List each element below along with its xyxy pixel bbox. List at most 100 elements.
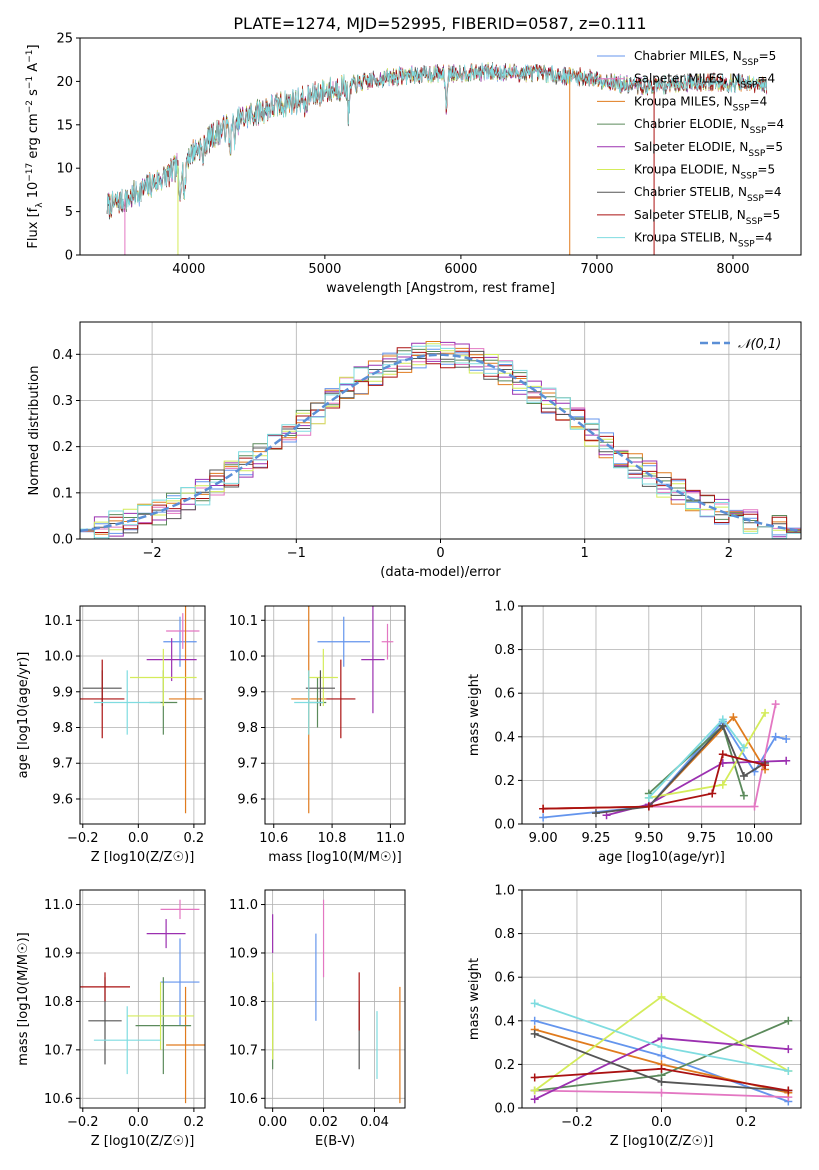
normal-reference-curve [80,353,801,533]
axes-frame [79,37,802,256]
weight-series [644,715,748,802]
x-tick-label: 10.00 [736,831,773,846]
x-tick-label: 0.02 [309,1115,338,1130]
y-tick-label: 9.6 [237,792,258,807]
y-tick-label: 20 [56,75,73,90]
y-tick-label: 9.8 [237,721,258,736]
x-tick-label: 10.6 [259,831,288,846]
y-tick-label: 10.8 [229,995,258,1010]
weight-marker [657,1088,666,1097]
errorbar-point [166,986,205,1104]
y-tick-label: 11.0 [229,898,258,913]
x-tick-label: 5000 [308,262,341,277]
y-tick-label: 0.0 [494,1102,515,1117]
y-tick-label: 0.4 [494,1014,515,1029]
weight-marker [530,999,539,1008]
y-tick-label: 0 [65,249,73,264]
errorbar-point [168,606,203,814]
y-axis-label: Flux [fλ 10−17 erg cm−2 s−1 A−1] [25,44,45,248]
legend-entry: Salpeter MILES, NSSP=4 [634,72,775,91]
errorbar-point [160,938,200,1026]
marks [80,606,203,814]
panel-age_vs_Z: −0.2 0.0 0.2 9.6 9.7 9.8 9.9 10.0 10.1 Z [log10(Z… [16,605,206,865]
weight-marker [539,804,548,813]
errorbar-point [80,659,125,739]
axes-frame [521,605,802,825]
x-tick-label: 9.00 [529,831,558,846]
x-axis-label: Z [log10(Z/Z☉)] [610,1134,714,1149]
weight-marker [718,715,727,724]
x-tick-label: 11.0 [376,831,405,846]
y-tick-label: 5 [65,205,73,220]
y-tick-label: 0.4 [494,730,515,745]
weight-marker [539,813,548,822]
weight-marker [657,1034,666,1043]
x-tick-label: 0.2 [736,1115,757,1130]
y-tick-label: 10.8 [44,995,73,1010]
x-tick-label: 0.00 [258,1115,287,1130]
weight-marker [644,802,653,811]
errorbar-point [381,623,394,660]
x-tick-label: −1 [287,546,306,561]
x-tick-label: −0.2 [561,1115,593,1130]
y-tick-label: 0.8 [494,643,515,658]
errorbar-point [294,670,324,735]
legend: 𝒩(0,1) [700,337,781,352]
y-tick-label: 10.6 [229,1092,258,1107]
y-tick-label: 0.2 [494,774,515,789]
panel-mass_vs_Z: −0.2 0.0 0.2 10.6 10.7 10.8 10.9 11.0 Z [log10(Z… [16,889,206,1149]
legend-entry: Salpeter ELODIE, NSSP=5 [634,140,783,159]
weight-marker [657,1042,666,1051]
x-tick-label: 0.0 [128,831,149,846]
y-tick-label: 0.2 [494,1058,515,1073]
y-tick-label: 10.1 [44,614,73,629]
grid [80,890,205,1108]
errorbar-point [80,972,130,1002]
marks [291,606,394,814]
weight-marker [771,732,780,741]
histogram-series [80,350,801,534]
legend-entry: Salpeter STELIB, NSSP=5 [634,208,780,227]
x-axis-label: Z [log10(Z/Z☉)] [91,850,195,865]
y-tick-label: 10.9 [44,946,73,961]
marks [80,341,801,539]
x-tick-label: −0.2 [67,831,99,846]
y-tick-label: 0.1 [52,486,73,501]
weight-marker [729,713,738,722]
plot-area [265,890,405,1108]
x-axis-label: E(B-V) [315,1134,355,1149]
y-tick-label: 10.6 [44,1092,73,1107]
y-tick-label: 10.7 [229,1043,258,1058]
weight-marker [771,700,780,709]
legend-entry: Kroupa ELODIE, NSSP=5 [634,163,775,182]
errorbar-point [146,638,197,682]
y-tick-label: 25 [56,32,73,47]
weight-marker [708,789,717,798]
y-tick-label: 9.8 [52,721,73,736]
weight-marker [657,1051,666,1060]
weight-marker [591,809,600,818]
errorbar-point [166,613,200,649]
weight-marker [784,1086,793,1095]
weight-marker [657,992,666,1001]
axes-frame [264,605,406,825]
weight-marker [530,1073,539,1082]
grid [265,606,405,824]
legend-entry: 𝒩(0,1) [738,337,781,352]
y-axis-label: mass weight [467,674,482,756]
weight-marker [761,708,770,717]
weight-marker [784,1045,793,1054]
weight-marker [782,756,791,765]
marks [106,62,768,255]
weight-marker [784,1016,793,1025]
errorbar-point [317,616,370,667]
x-tick-label: 8000 [716,262,749,277]
weight-marker [739,743,748,752]
errorbar-point [160,899,200,920]
plot-area [265,606,405,824]
histogram-series [80,341,801,538]
y-axis-label: mass [log10(M/M☉)] [16,932,31,1065]
y-tick-label: 10 [56,162,73,177]
panel-age_vs_mass: 10.6 10.8 11.0 9.6 9.7 9.8 9.9 10.0 10.1 mass [lo… [229,605,406,865]
